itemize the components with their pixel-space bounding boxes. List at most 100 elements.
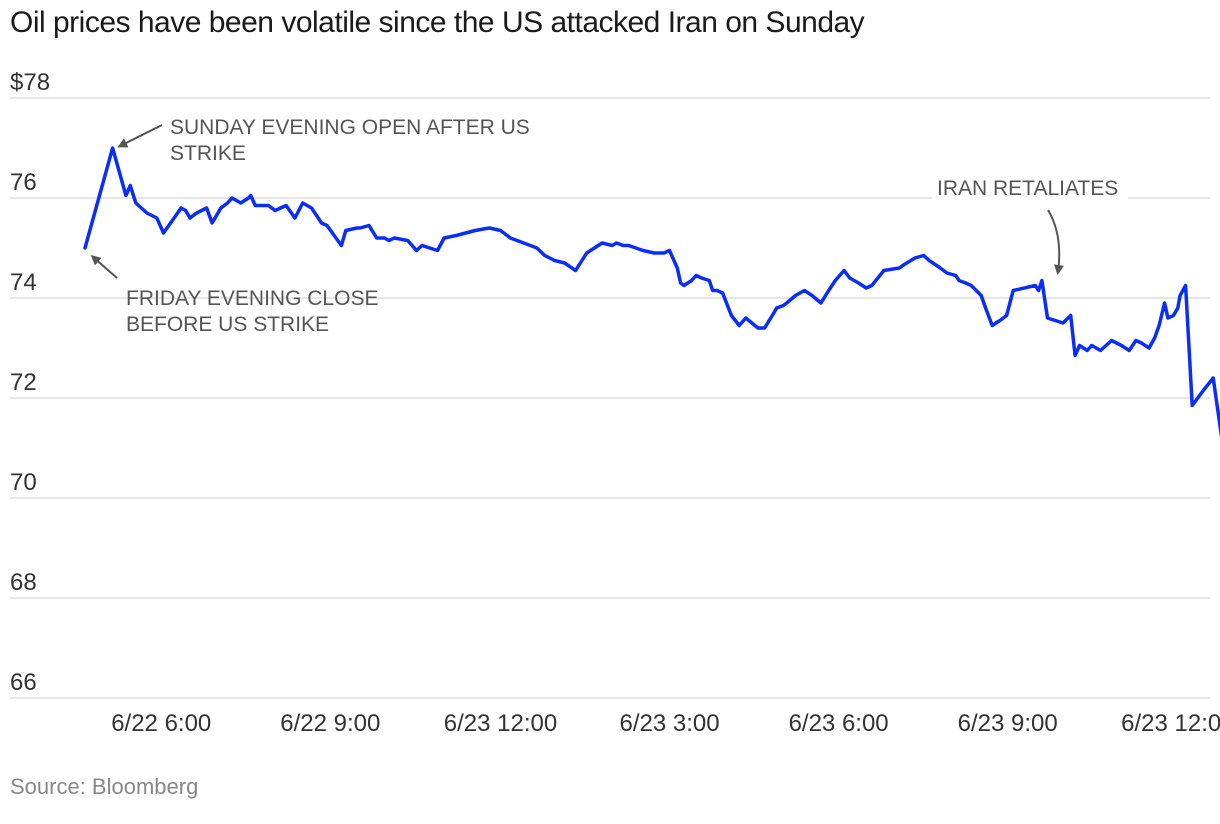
data-point bbox=[162, 232, 165, 234]
x-tick-label-5: 6/23 9:00 bbox=[958, 710, 1058, 737]
data-point bbox=[267, 204, 270, 207]
data-point bbox=[1191, 404, 1194, 407]
data-point bbox=[898, 267, 901, 269]
data-point bbox=[155, 217, 158, 219]
data-point bbox=[129, 184, 132, 187]
data-point bbox=[543, 254, 546, 257]
data-point bbox=[1163, 302, 1166, 304]
data-point bbox=[782, 304, 785, 307]
data-point bbox=[1120, 344, 1123, 347]
x-axis-ticks: 6/22 6:00 6/22 9:00 6/23 12:00 6/23 3:00 6/2… bbox=[111, 710, 1220, 737]
data-point bbox=[708, 279, 711, 282]
data-point bbox=[226, 202, 229, 204]
data-point bbox=[1086, 349, 1089, 352]
data-point bbox=[1140, 342, 1143, 344]
data-point bbox=[642, 249, 644, 252]
x-tick-label-2: 6/23 12:00 bbox=[444, 710, 557, 737]
data-point bbox=[249, 194, 252, 197]
data-point bbox=[716, 289, 719, 292]
data-point bbox=[901, 264, 904, 267]
data-point bbox=[1202, 389, 1205, 392]
data-point bbox=[509, 237, 512, 239]
data-point bbox=[293, 217, 296, 219]
data-point bbox=[1134, 339, 1137, 342]
series-group bbox=[83, 146, 1220, 438]
data-point bbox=[690, 279, 693, 282]
data-point bbox=[84, 247, 86, 249]
y-tick-label-66: 66 bbox=[10, 669, 37, 696]
data-point bbox=[415, 249, 418, 252]
gridlines bbox=[10, 97, 1210, 699]
data-point bbox=[1040, 279, 1043, 282]
data-point bbox=[775, 307, 778, 309]
sunday-open-arrow bbox=[117, 124, 163, 148]
data-point bbox=[344, 229, 347, 232]
iran-retaliates-label: IRAN RETALIATES bbox=[937, 177, 1118, 200]
data-point bbox=[771, 314, 774, 317]
sunday-open-label-line1: SUNDAY EVENING OPEN AFTER US bbox=[170, 116, 530, 139]
data-point bbox=[474, 229, 477, 232]
data-point bbox=[184, 209, 187, 212]
y-tick-label-68: 68 bbox=[10, 569, 37, 596]
data-point bbox=[443, 237, 446, 239]
data-point bbox=[870, 284, 873, 287]
friday-close-label-line2: BEFORE US STRIKE bbox=[126, 313, 329, 336]
data-point bbox=[239, 202, 242, 204]
data-point bbox=[219, 207, 222, 209]
data-point bbox=[939, 267, 942, 269]
sunday-open-label-line2: STRIKE bbox=[170, 142, 246, 165]
data-point bbox=[913, 257, 916, 259]
data-point bbox=[1046, 317, 1049, 319]
data-point bbox=[231, 197, 233, 199]
data-point bbox=[964, 282, 967, 284]
data-point bbox=[668, 249, 671, 252]
data-point bbox=[721, 292, 724, 294]
data-point bbox=[211, 222, 214, 224]
data-point bbox=[1078, 344, 1081, 347]
data-point bbox=[574, 269, 577, 272]
data-point bbox=[111, 147, 114, 149]
data-point bbox=[326, 224, 328, 227]
source-note: Source: Bloomberg bbox=[10, 774, 199, 799]
data-point bbox=[819, 302, 822, 304]
data-point bbox=[980, 294, 983, 297]
data-point bbox=[1176, 307, 1179, 309]
data-point bbox=[711, 289, 714, 292]
data-point bbox=[488, 227, 491, 229]
data-point bbox=[383, 237, 386, 239]
friday-close-arrow bbox=[90, 255, 118, 279]
data-point bbox=[998, 319, 1001, 322]
data-point bbox=[601, 242, 604, 244]
annotation-sunday-open: SUNDAY EVENING OPEN AFTER US STRIKE bbox=[117, 116, 530, 165]
data-point bbox=[205, 207, 208, 209]
friday-close-label-line1: FRIDAY EVENING CLOSE bbox=[126, 287, 378, 310]
data-point bbox=[1166, 317, 1169, 319]
data-point bbox=[991, 324, 994, 327]
data-point bbox=[368, 224, 370, 227]
data-point bbox=[958, 279, 961, 282]
data-point bbox=[622, 244, 625, 247]
data-point bbox=[954, 274, 957, 277]
x-tick-label-1: 6/22 9:00 bbox=[280, 710, 380, 737]
x-tick-label-6: 6/23 12:00 bbox=[1121, 710, 1220, 737]
data-point bbox=[1061, 322, 1064, 324]
data-point bbox=[794, 294, 797, 297]
data-point bbox=[124, 194, 127, 197]
data-point bbox=[653, 252, 656, 254]
data-point bbox=[406, 239, 409, 242]
chart-title: Oil prices have been volatile since the … bbox=[10, 6, 865, 39]
y-tick-label-78: $78 bbox=[10, 69, 50, 96]
data-point bbox=[285, 204, 288, 207]
data-point bbox=[180, 207, 183, 209]
data-point bbox=[317, 217, 320, 219]
data-point bbox=[522, 242, 525, 244]
data-point bbox=[1212, 377, 1215, 379]
data-point bbox=[679, 282, 682, 284]
data-point bbox=[756, 327, 759, 329]
data-point bbox=[145, 212, 148, 214]
data-point bbox=[882, 269, 885, 272]
data-point bbox=[320, 222, 323, 224]
x-tick-label-3: 6/23 3:00 bbox=[619, 710, 719, 737]
data-point bbox=[827, 289, 830, 292]
x-tick-label-0: 6/22 6:00 bbox=[111, 710, 211, 737]
